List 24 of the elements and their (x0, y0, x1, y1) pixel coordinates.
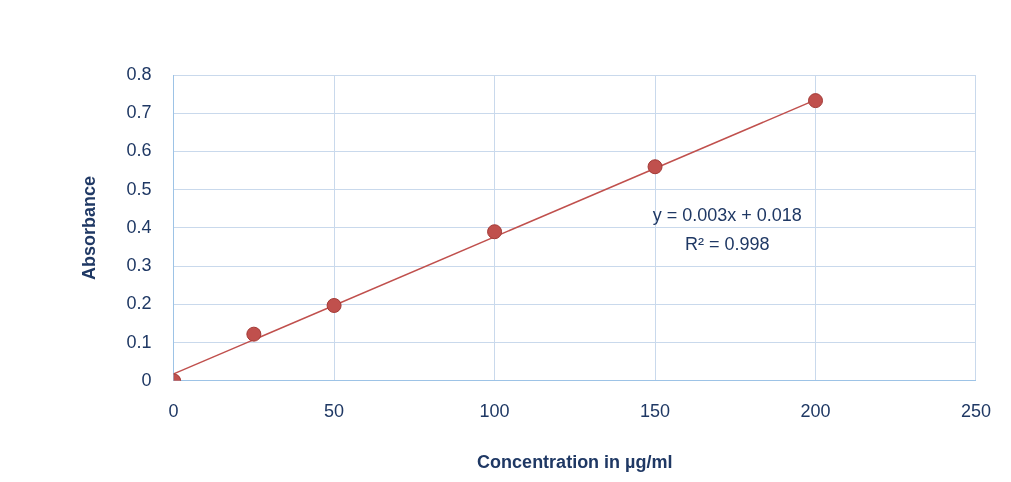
point (808, 93, 824, 109)
y-tick-label: 0.5 (126, 178, 152, 199)
y-tick-label: 0.6 (126, 140, 152, 161)
point (647, 159, 663, 175)
x-tick-label: 200 (800, 400, 831, 421)
x-tick-label: 250 (960, 400, 992, 421)
x-tick-label: 100 (479, 400, 510, 421)
x-axis-title: Concentration in µg/ml (477, 452, 673, 473)
point (487, 224, 503, 240)
annotation: R² = 0.998 (684, 233, 770, 254)
y-tick-label: 0.2 (126, 293, 152, 314)
y-tick-label: 0.8 (126, 63, 152, 84)
x-tick-label: 0 (168, 400, 179, 421)
y-tick-label: 0.7 (126, 102, 152, 123)
y-tick-label: 0.1 (126, 331, 152, 352)
x-tick-label: 150 (640, 400, 671, 421)
y-tick-label: 0 (141, 369, 152, 390)
point (246, 326, 262, 342)
x-tick-label: 50 (324, 400, 345, 421)
point (326, 298, 342, 313)
annotation: y = 0.003x + 0.018 (652, 204, 802, 225)
y-axis-title: Absorbance (78, 175, 99, 280)
y-tick-label: 0.4 (126, 216, 152, 237)
y-tick-label: 0.3 (126, 255, 152, 276)
